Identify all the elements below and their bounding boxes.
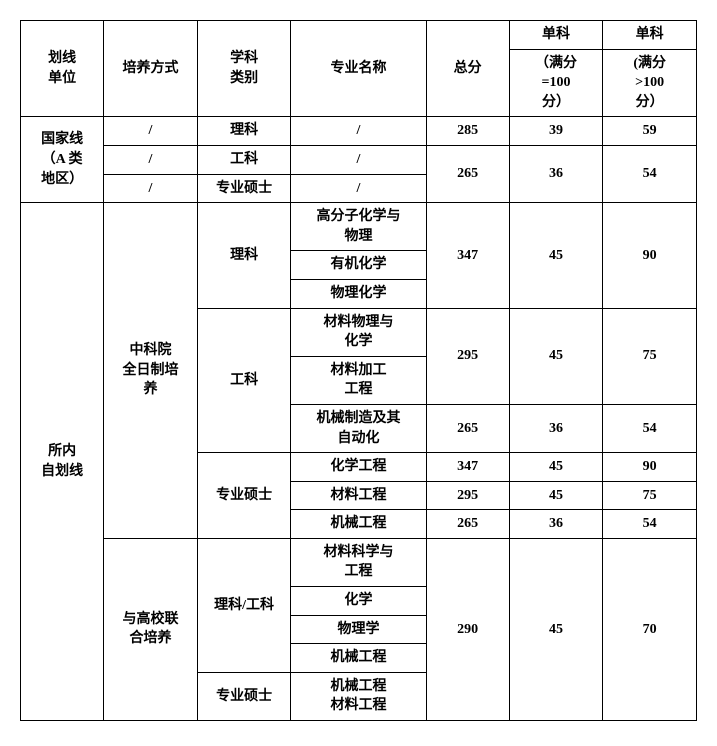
cell: 36 (509, 404, 603, 452)
cell: 材料物理与化学 (291, 308, 426, 356)
hdr-category: 学科类别 (197, 21, 291, 117)
cell: 75 (603, 308, 697, 404)
cell: / (291, 117, 426, 146)
cell: 347 (426, 453, 509, 482)
hdr-single1-top: 单科 (509, 21, 603, 50)
cell: 工科 (197, 145, 291, 174)
cell: 工科 (197, 308, 291, 453)
cell: 295 (426, 308, 509, 404)
cell: 45 (509, 203, 603, 308)
cell: 化学工程 (291, 453, 426, 482)
cell: 机械工程 (291, 644, 426, 673)
cell: 265 (426, 404, 509, 452)
cell: 有机化学 (291, 251, 426, 280)
cell: / (104, 174, 198, 203)
cell: 90 (603, 453, 697, 482)
cell: 专业硕士 (197, 453, 291, 539)
national-unit: 国家线（A 类地区） (21, 117, 104, 203)
cell: 285 (426, 117, 509, 146)
cell: / (291, 145, 426, 174)
hdr-unit: 划线单位 (21, 21, 104, 117)
cell: 专业硕士 (197, 174, 291, 203)
joint-mode: 与高校联合培养 (104, 538, 198, 720)
cell: / (291, 174, 426, 203)
cell: 54 (603, 404, 697, 452)
cell: 机械工程 (291, 510, 426, 539)
cell: 54 (603, 510, 697, 539)
cell: 机械工程材料工程 (291, 672, 426, 720)
hdr-single2-top: 单科 (603, 21, 697, 50)
cell: 45 (509, 481, 603, 510)
fulltime-mode: 中科院全日制培养 (104, 203, 198, 539)
cell: 材料加工工程 (291, 356, 426, 404)
cell: / (104, 117, 198, 146)
cell: 材料工程 (291, 481, 426, 510)
hdr-single2: (满分>100分） (603, 49, 697, 117)
cell: 材料科学与工程 (291, 538, 426, 586)
cell: 高分子化学与物理 (291, 203, 426, 251)
hdr-total: 总分 (426, 21, 509, 117)
cell: 90 (603, 203, 697, 308)
cell: 36 (509, 510, 603, 539)
cell: 265 (426, 510, 509, 539)
cell: 75 (603, 481, 697, 510)
hdr-single1: （满分=100分） (509, 49, 603, 117)
cell: 机械制造及其自动化 (291, 404, 426, 452)
score-table: 划线单位 培养方式 学科类别 专业名称 总分 单科 单科 （满分=100分） (… (20, 20, 697, 721)
internal-unit: 所内自划线 (21, 203, 104, 721)
cell: 专业硕士 (197, 672, 291, 720)
cell: 45 (509, 308, 603, 404)
cell: 理科 (197, 203, 291, 308)
cell: 理科 (197, 117, 291, 146)
cell: 45 (509, 453, 603, 482)
cell: 36 (509, 145, 603, 202)
cell: 59 (603, 117, 697, 146)
cell: 265 (426, 145, 509, 202)
cell: 理科/工科 (197, 538, 291, 672)
cell: 295 (426, 481, 509, 510)
cell: 290 (426, 538, 509, 720)
cell: 70 (603, 538, 697, 720)
hdr-major: 专业名称 (291, 21, 426, 117)
cell: 45 (509, 538, 603, 720)
cell: / (104, 145, 198, 174)
cell: 39 (509, 117, 603, 146)
cell: 化学 (291, 587, 426, 616)
hdr-mode: 培养方式 (104, 21, 198, 117)
cell: 物理学 (291, 615, 426, 644)
cell: 物理化学 (291, 279, 426, 308)
cell: 54 (603, 145, 697, 202)
cell: 347 (426, 203, 509, 308)
